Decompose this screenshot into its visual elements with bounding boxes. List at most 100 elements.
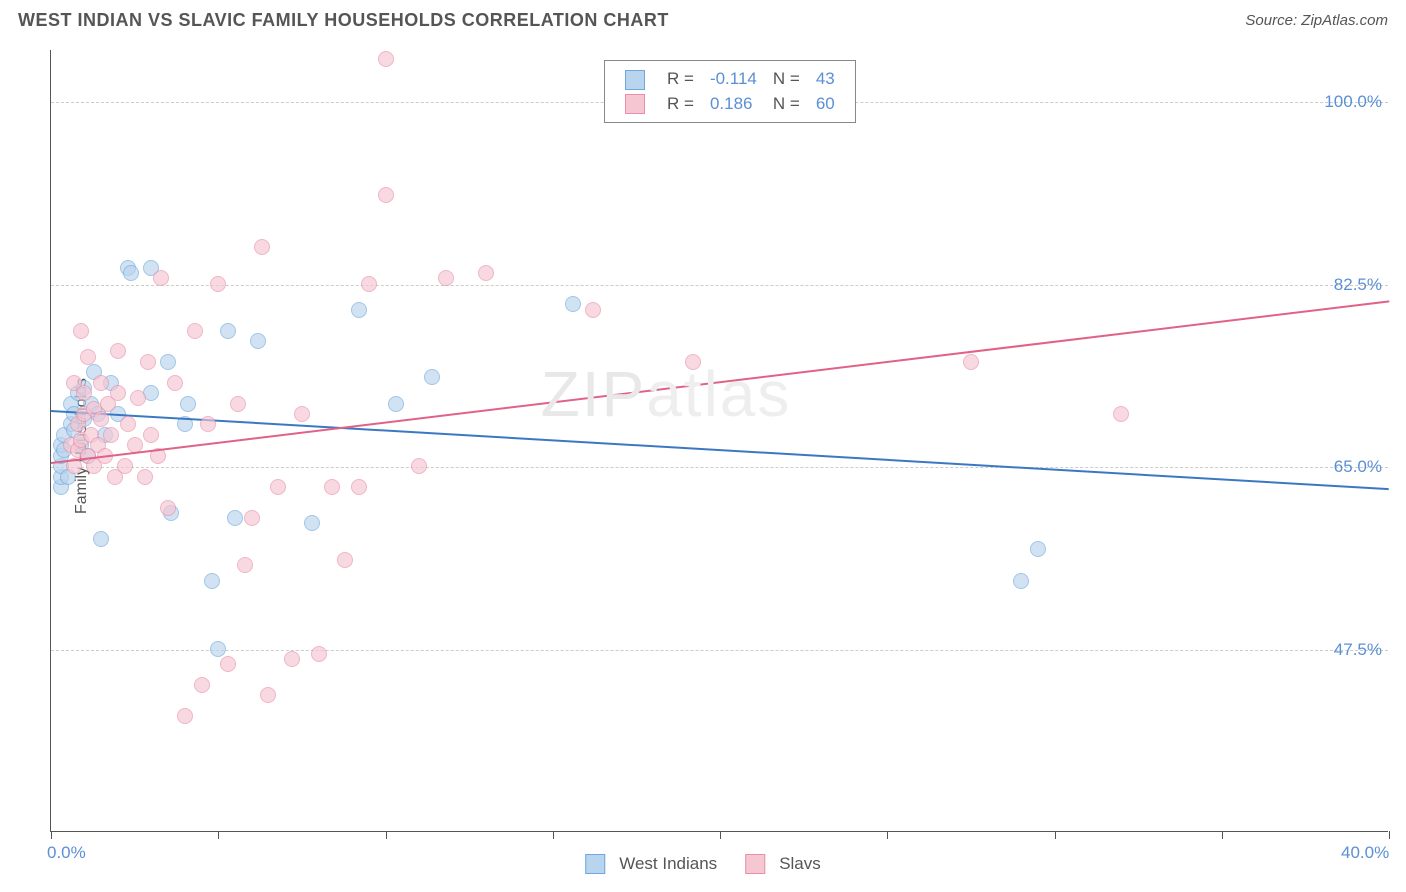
- scatter-point-slavs: [210, 276, 226, 292]
- scatter-point-slavs: [130, 390, 146, 406]
- scatter-point-slavs: [103, 427, 119, 443]
- scatter-point-slavs: [324, 479, 340, 495]
- x-tick: [1389, 831, 1390, 839]
- gridline: [51, 467, 1388, 468]
- scatter-point-slavs: [187, 323, 203, 339]
- source-attribution: Source: ZipAtlas.com: [1245, 12, 1388, 29]
- scatter-point-slavs: [73, 323, 89, 339]
- scatter-point-slavs: [294, 406, 310, 422]
- scatter-point-west_indians: [210, 641, 226, 657]
- scatter-point-slavs: [167, 375, 183, 391]
- watermark-right: atlas: [646, 358, 791, 430]
- gridline: [51, 650, 1388, 651]
- legend-swatch-west_indians: [585, 854, 605, 874]
- scatter-point-slavs: [311, 646, 327, 662]
- scatter-point-slavs: [177, 708, 193, 724]
- legend-item-west_indians: West Indians: [585, 854, 717, 874]
- x-tick: [386, 831, 387, 839]
- legend-n-label: N =: [765, 67, 808, 92]
- legend-swatch-west_indians: [625, 70, 645, 90]
- scatter-point-slavs: [1113, 406, 1129, 422]
- watermark-left: ZIP: [541, 358, 647, 430]
- scatter-point-west_indians: [220, 323, 236, 339]
- gridline: [51, 285, 1388, 286]
- scatter-point-slavs: [260, 687, 276, 703]
- scatter-point-slavs: [284, 651, 300, 667]
- x-tick: [1055, 831, 1056, 839]
- scatter-point-west_indians: [351, 302, 367, 318]
- scatter-point-slavs: [143, 427, 159, 443]
- legend-r-value: 0.186: [702, 92, 765, 117]
- scatter-point-slavs: [361, 276, 377, 292]
- legend-n-value: 60: [808, 92, 843, 117]
- scatter-point-slavs: [110, 385, 126, 401]
- scatter-point-slavs: [270, 479, 286, 495]
- scatter-point-slavs: [254, 239, 270, 255]
- legend-bottom: West Indians Slavs: [585, 854, 821, 874]
- scatter-point-slavs: [378, 51, 394, 67]
- x-tick: [51, 831, 52, 839]
- scatter-point-slavs: [337, 552, 353, 568]
- scatter-point-west_indians: [304, 515, 320, 531]
- scatter-point-west_indians: [123, 265, 139, 281]
- scatter-point-slavs: [351, 479, 367, 495]
- scatter-point-slavs: [153, 270, 169, 286]
- scatter-point-west_indians: [93, 531, 109, 547]
- scatter-point-slavs: [378, 187, 394, 203]
- scatter-point-slavs: [230, 396, 246, 412]
- legend-stats-box: R =-0.114N =43 R =0.186N =60: [604, 60, 856, 123]
- scatter-point-west_indians: [565, 296, 581, 312]
- scatter-point-west_indians: [180, 396, 196, 412]
- source-link[interactable]: ZipAtlas.com: [1301, 12, 1388, 29]
- x-tick: [887, 831, 888, 839]
- legend-label: Slavs: [779, 854, 821, 874]
- y-tick-label: 100.0%: [1324, 92, 1382, 112]
- scatter-point-west_indians: [204, 573, 220, 589]
- scatter-point-slavs: [438, 270, 454, 286]
- scatter-point-west_indians: [388, 396, 404, 412]
- scatter-point-west_indians: [227, 510, 243, 526]
- legend-item-slavs: Slavs: [745, 854, 821, 874]
- scatter-point-slavs: [137, 469, 153, 485]
- y-tick-label: 65.0%: [1334, 457, 1382, 477]
- x-tick: [218, 831, 219, 839]
- x-tick: [720, 831, 721, 839]
- y-tick-label: 47.5%: [1334, 640, 1382, 660]
- scatter-point-slavs: [93, 375, 109, 391]
- scatter-point-slavs: [194, 677, 210, 693]
- legend-r-label: R =: [659, 67, 702, 92]
- legend-r-label: R =: [659, 92, 702, 117]
- scatter-point-west_indians: [250, 333, 266, 349]
- scatter-point-slavs: [237, 557, 253, 573]
- scatter-point-slavs: [160, 500, 176, 516]
- chart-title: WEST INDIAN VS SLAVIC FAMILY HOUSEHOLDS …: [18, 10, 669, 31]
- source-prefix: Source:: [1245, 12, 1301, 29]
- legend-n-label: N =: [765, 92, 808, 117]
- legend-label: West Indians: [619, 854, 717, 874]
- watermark: ZIPatlas: [541, 357, 792, 431]
- scatter-point-slavs: [478, 265, 494, 281]
- x-tick: [553, 831, 554, 839]
- scatter-point-slavs: [80, 349, 96, 365]
- x-tick: [1222, 831, 1223, 839]
- scatter-point-west_indians: [424, 369, 440, 385]
- x-axis-label: 40.0%: [1341, 843, 1389, 863]
- scatter-point-west_indians: [1030, 541, 1046, 557]
- scatter-point-slavs: [93, 411, 109, 427]
- scatter-point-slavs: [76, 385, 92, 401]
- legend-swatch-slavs: [625, 94, 645, 114]
- scatter-point-slavs: [411, 458, 427, 474]
- y-tick-label: 82.5%: [1334, 275, 1382, 295]
- scatter-point-slavs: [244, 510, 260, 526]
- chart-plot-area: ZIPatlas 47.5%65.0%82.5%100.0%0.0%40.0%R…: [50, 50, 1388, 832]
- scatter-point-slavs: [220, 656, 236, 672]
- scatter-point-west_indians: [160, 354, 176, 370]
- scatter-point-west_indians: [1013, 573, 1029, 589]
- scatter-point-slavs: [120, 416, 136, 432]
- scatter-point-slavs: [963, 354, 979, 370]
- scatter-point-slavs: [200, 416, 216, 432]
- scatter-point-slavs: [140, 354, 156, 370]
- legend-n-value: 43: [808, 67, 843, 92]
- scatter-point-slavs: [110, 343, 126, 359]
- legend-r-value: -0.114: [702, 67, 765, 92]
